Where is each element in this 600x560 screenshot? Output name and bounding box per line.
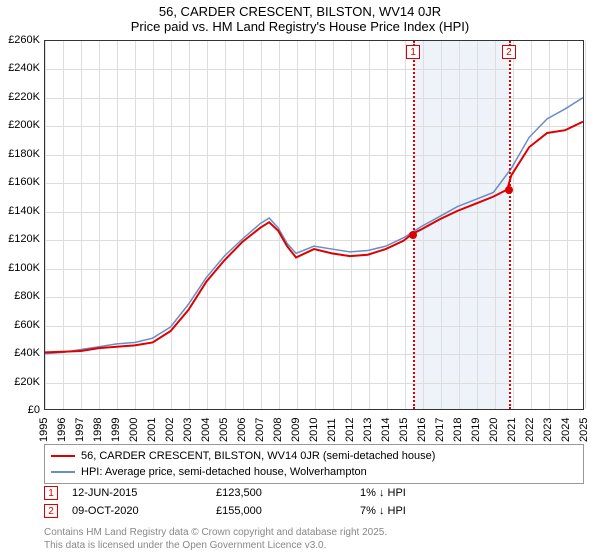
x-tick-label: 1999 (110, 414, 122, 442)
x-tick-label: 2008 (272, 414, 284, 442)
y-tick-label: £120K (0, 233, 40, 245)
transaction-date: 09-OCT-2020 (72, 505, 202, 517)
chart-title: 56, CARDER CRESCENT, BILSTON, WV14 0JR (0, 0, 600, 19)
x-tick-label: 1996 (56, 414, 68, 442)
data-point-marker (505, 186, 513, 194)
chart-lines (45, 41, 583, 409)
y-tick-label: £0 (0, 404, 40, 416)
x-tick-label: 2000 (128, 414, 140, 442)
x-tick-label: 2019 (470, 414, 482, 442)
chart-plot-area: 12 (44, 40, 584, 410)
legend-item: 56, CARDER CRESCENT, BILSTON, WV14 0JR (… (51, 448, 577, 464)
x-tick-label: 2013 (362, 414, 374, 442)
x-tick-label: 2023 (542, 414, 554, 442)
legend-swatch (51, 471, 75, 473)
x-tick-label: 1998 (92, 414, 104, 442)
y-tick-label: £240K (0, 62, 40, 74)
event-marker: 1 (406, 45, 420, 59)
chart-subtitle: Price paid vs. HM Land Registry's House … (0, 19, 600, 34)
y-tick-label: £220K (0, 91, 40, 103)
transaction-delta: 7% ↓ HPI (360, 505, 406, 517)
x-tick-label: 2002 (164, 414, 176, 442)
transaction-delta: 1% ↓ HPI (360, 487, 406, 499)
y-tick-label: £20K (0, 376, 40, 388)
legend-label: 56, CARDER CRESCENT, BILSTON, WV14 0JR (… (81, 450, 435, 462)
x-tick-label: 2016 (416, 414, 428, 442)
x-axis-labels: 1995199619971998199920002001200220032004… (44, 410, 584, 440)
y-tick-label: £180K (0, 148, 40, 160)
x-tick-label: 1995 (38, 414, 50, 442)
transactions-table: 1 12-JUN-2015 £123,500 1% ↓ HPI 2 09-OCT-2020… (44, 484, 584, 520)
x-tick-label: 2001 (146, 414, 158, 442)
x-tick-label: 2007 (254, 414, 266, 442)
chart-legend: 56, CARDER CRESCENT, BILSTON, WV14 0JR (… (44, 444, 584, 484)
transaction-date: 12-JUN-2015 (72, 487, 202, 499)
y-tick-label: £60K (0, 319, 40, 331)
credit-line-2: This data is licensed under the Open Gov… (44, 539, 584, 552)
x-tick-label: 2009 (290, 414, 302, 442)
transaction-row: 1 12-JUN-2015 £123,500 1% ↓ HPI (44, 484, 584, 502)
x-tick-label: 2005 (218, 414, 230, 442)
x-tick-label: 2006 (236, 414, 248, 442)
y-tick-label: £200K (0, 119, 40, 131)
transaction-marker: 2 (44, 504, 58, 518)
x-tick-label: 2015 (398, 414, 410, 442)
legend-swatch (51, 455, 75, 457)
x-tick-label: 1997 (74, 414, 86, 442)
credit-block: Contains HM Land Registry data © Crown c… (44, 526, 584, 552)
x-tick-label: 2003 (182, 414, 194, 442)
y-tick-label: £100K (0, 262, 40, 274)
x-tick-label: 2010 (308, 414, 320, 442)
x-tick-label: 2011 (326, 414, 338, 442)
transaction-row: 2 09-OCT-2020 £155,000 7% ↓ HPI (44, 502, 584, 520)
x-tick-label: 2004 (200, 414, 212, 442)
x-tick-label: 2017 (434, 414, 446, 442)
x-tick-label: 2014 (380, 414, 392, 442)
credit-line-1: Contains HM Land Registry data © Crown c… (44, 526, 584, 539)
x-tick-label: 2022 (524, 414, 536, 442)
x-tick-label: 2020 (488, 414, 500, 442)
transaction-price: £123,500 (216, 487, 346, 499)
y-tick-label: £160K (0, 176, 40, 188)
transaction-price: £155,000 (216, 505, 346, 517)
transaction-marker: 1 (44, 486, 58, 500)
x-tick-label: 2021 (506, 414, 518, 442)
y-tick-label: £140K (0, 205, 40, 217)
y-tick-label: £260K (0, 34, 40, 46)
event-marker: 2 (502, 45, 516, 59)
data-point-marker (409, 231, 417, 239)
y-axis-labels: £0£20K£40K£60K£80K£100K£120K£140K£160K£1… (0, 40, 44, 410)
x-tick-label: 2025 (578, 414, 590, 442)
x-tick-label: 2024 (560, 414, 572, 442)
x-tick-label: 2018 (452, 414, 464, 442)
y-tick-label: £40K (0, 347, 40, 359)
y-tick-label: £80K (0, 290, 40, 302)
legend-item: HPI: Average price, semi-detached house,… (51, 464, 577, 480)
x-tick-label: 2012 (344, 414, 356, 442)
legend-label: HPI: Average price, semi-detached house,… (81, 466, 367, 478)
